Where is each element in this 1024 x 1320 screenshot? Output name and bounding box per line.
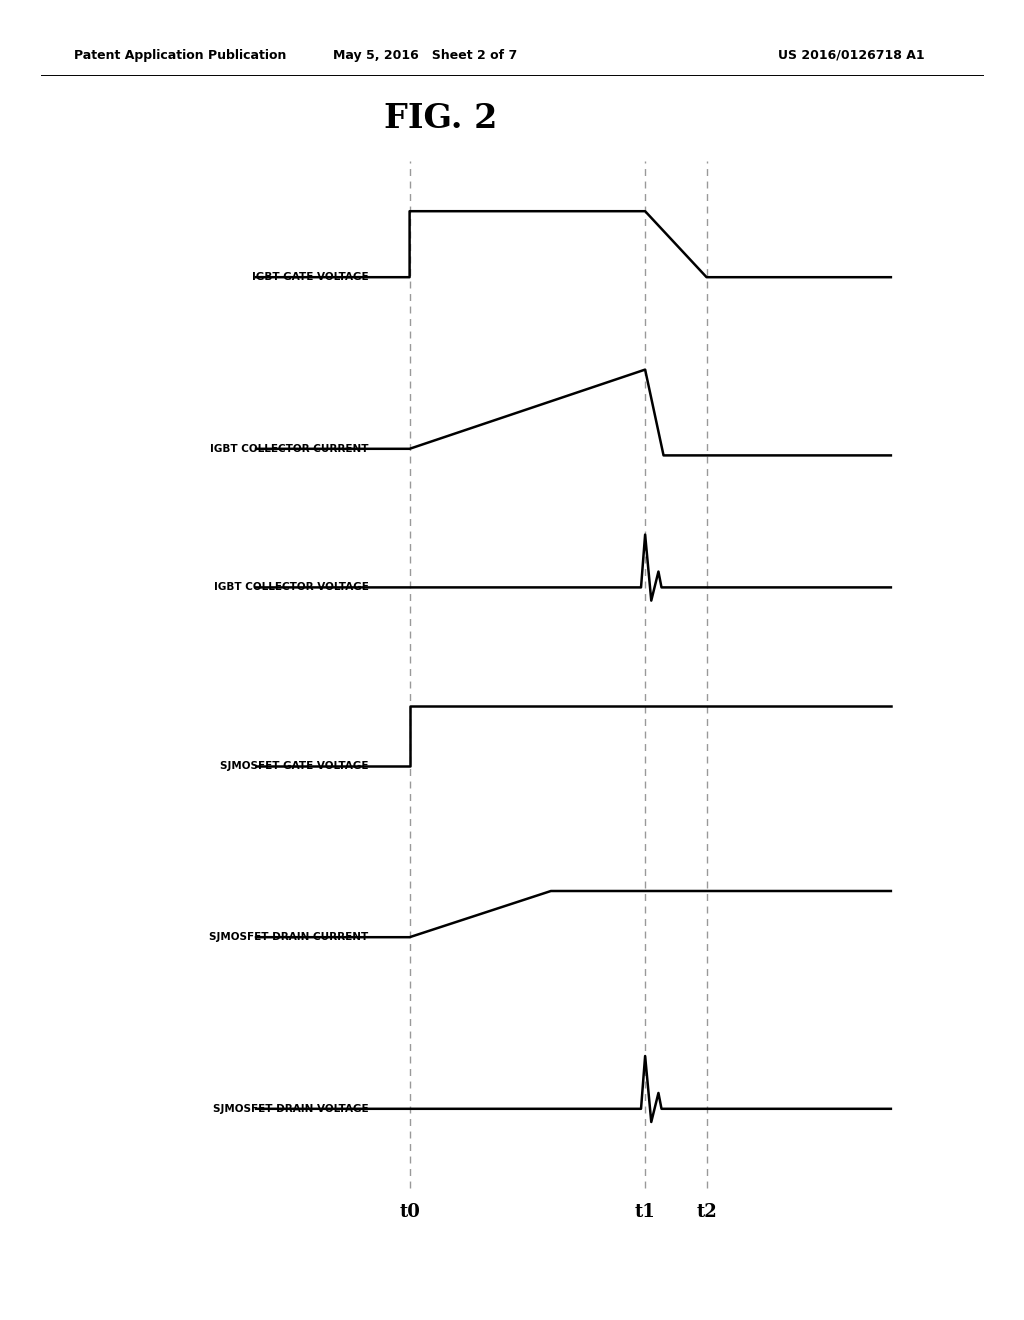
Text: IGBT GATE VOLTAGE: IGBT GATE VOLTAGE	[252, 272, 369, 282]
Text: US 2016/0126718 A1: US 2016/0126718 A1	[778, 49, 925, 62]
Text: IGBT COLLECTOR CURRENT: IGBT COLLECTOR CURRENT	[210, 444, 369, 454]
Text: IGBT COLLECTOR VOLTAGE: IGBT COLLECTOR VOLTAGE	[214, 582, 369, 593]
Text: SJMOSFET DRAIN VOLTAGE: SJMOSFET DRAIN VOLTAGE	[213, 1104, 369, 1114]
Text: SJMOSFET GATE VOLTAGE: SJMOSFET GATE VOLTAGE	[220, 760, 369, 771]
Text: t2: t2	[696, 1203, 717, 1221]
Text: t0: t0	[399, 1203, 420, 1221]
Text: FIG. 2: FIG. 2	[384, 103, 497, 135]
Text: SJMOSFET DRAIN CURRENT: SJMOSFET DRAIN CURRENT	[209, 932, 369, 942]
Text: t1: t1	[635, 1203, 655, 1221]
Text: May 5, 2016   Sheet 2 of 7: May 5, 2016 Sheet 2 of 7	[333, 49, 517, 62]
Text: Patent Application Publication: Patent Application Publication	[74, 49, 286, 62]
